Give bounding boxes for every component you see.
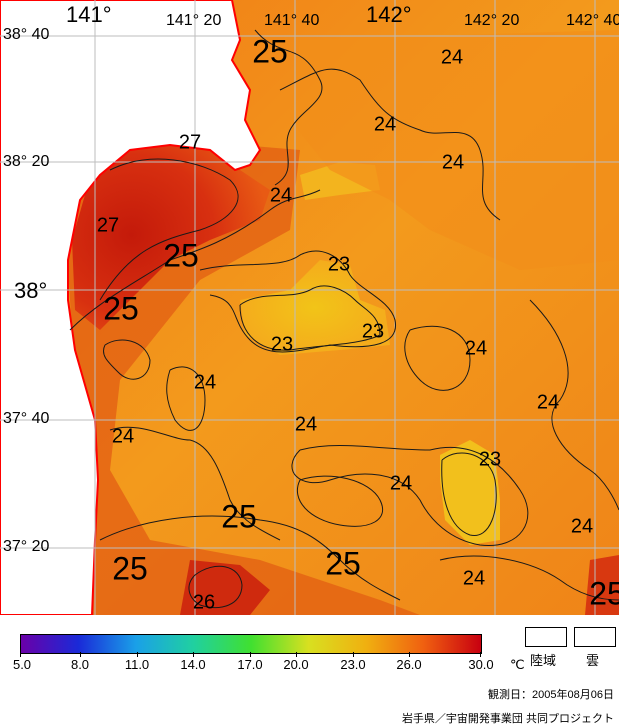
isotherm-25-west <box>69 189 321 331</box>
tick-label: 23.0 <box>340 657 366 672</box>
isotherm-24-far-south <box>439 555 619 601</box>
credit-text: 岩手県／宇宙開発事業団 共同プロジェクト <box>401 713 614 725</box>
contour-label: 24 <box>294 413 318 436</box>
contour-label: 24 <box>193 371 217 394</box>
isotherm-27 <box>99 158 239 301</box>
cool-region-northeast <box>290 30 619 270</box>
contour-label: 24 <box>269 184 293 207</box>
contour-label: 24 <box>440 46 464 69</box>
contour-label: 23 <box>361 320 385 343</box>
temperature-color-bar <box>20 634 482 654</box>
lon-label-142-20: 142° 20 <box>464 12 520 29</box>
contour-label: 25 <box>112 550 148 587</box>
isotherm-25-south <box>99 515 401 601</box>
contour-label: 25 <box>163 237 199 274</box>
lat-label-38-20: 38° 20 <box>3 153 50 170</box>
unit-label: ℃ <box>510 657 525 672</box>
cool-patch-east <box>440 440 500 545</box>
lon-label-142-00: 142° <box>366 2 412 27</box>
hot-region-north <box>72 140 270 330</box>
cool-patch-center <box>240 260 390 355</box>
cloud-swatch <box>574 627 616 647</box>
tick-label: 26.0 <box>396 657 422 672</box>
tick-label: 20.0 <box>283 657 309 672</box>
isotherm-23-center <box>239 285 381 351</box>
hot-region-south <box>180 560 270 615</box>
isotherm-26 <box>188 565 243 609</box>
tick-label: 14.0 <box>180 657 206 672</box>
sst-map: 141° 141° 20 141° 40 142° 142° 20 142° 4… <box>0 0 619 615</box>
graticule <box>0 0 619 615</box>
tick-label: 17.0 <box>237 657 263 672</box>
tick-label: 5.0 <box>12 657 32 672</box>
contour-label: 25 <box>103 290 139 327</box>
contour-label: 27 <box>96 214 120 237</box>
contour-label: 24 <box>536 391 560 414</box>
tick-label: 8.0 <box>70 657 90 672</box>
lat-label-38-40: 38° 40 <box>3 26 50 43</box>
contour-label: 23 <box>478 448 502 471</box>
isotherm-24-southwest <box>109 426 281 541</box>
tick-label: 30.0 <box>468 657 494 672</box>
contour-label: 25 <box>325 545 361 582</box>
lat-label-37-40: 37° 40 <box>3 410 50 427</box>
contour-label: 23 <box>327 253 351 276</box>
isotherm-23-southeast <box>441 452 497 536</box>
contour-label: 27 <box>178 131 202 154</box>
land-legend-label: 陸域 <box>530 653 557 668</box>
contour-label: 25 <box>252 33 288 70</box>
cloud-legend-label: 雲 <box>586 653 600 668</box>
contour-label: 24 <box>441 151 465 174</box>
contour-label: 26 <box>192 591 216 614</box>
isotherm-24-east <box>404 325 471 391</box>
isotherm-25-loop <box>103 339 151 380</box>
lon-label-141-00: 141° <box>66 2 112 27</box>
lon-label-141-40: 141° 40 <box>264 12 320 29</box>
map-canvas <box>0 0 619 615</box>
isotherm-24-far-east <box>529 299 619 511</box>
contour-label: 24 <box>389 472 413 495</box>
isotherm-25-north <box>254 29 323 186</box>
isotherm-24-middle <box>166 366 206 431</box>
contour-label: 24 <box>462 567 486 590</box>
lon-label-141-20: 141° 20 <box>166 12 222 29</box>
contour-label: 24 <box>111 425 135 448</box>
land-swatch <box>525 627 567 647</box>
isotherm-24-southeast <box>291 445 529 547</box>
contour-label: 25 <box>589 575 619 612</box>
tick-label: 11.0 <box>124 657 150 672</box>
isotherm-24-south <box>296 475 383 527</box>
contour-label: 23 <box>270 333 294 356</box>
isotherm-24-north <box>279 68 501 221</box>
isotherms <box>69 29 619 609</box>
contour-label: 24 <box>570 515 594 538</box>
lat-label-37-20: 37° 20 <box>3 538 50 555</box>
land <box>0 0 262 615</box>
contour-label: 24 <box>464 337 488 360</box>
isotherm-24-center <box>199 250 396 353</box>
lon-label-142-40: 142° 40 <box>566 12 619 29</box>
contour-label: 25 <box>221 498 257 535</box>
observation-date: 観測日：2005年08月06日 <box>488 689 614 701</box>
lat-label-38-00: 38° <box>14 278 48 303</box>
contour-label: 24 <box>373 113 397 136</box>
